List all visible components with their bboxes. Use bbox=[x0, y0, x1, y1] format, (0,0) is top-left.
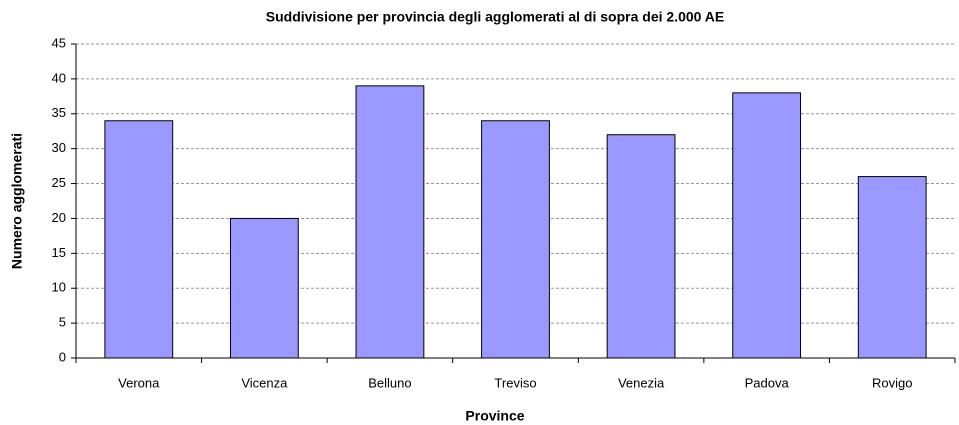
x-tick-label: Treviso bbox=[494, 375, 536, 390]
y-tick-label: 35 bbox=[52, 105, 66, 120]
bar bbox=[229, 217, 299, 359]
y-tick-label: 5 bbox=[59, 315, 66, 330]
x-tick-label: Venezia bbox=[618, 375, 665, 390]
bar bbox=[732, 92, 802, 359]
x-axis-label: Province bbox=[465, 408, 524, 424]
y-tick-label: 40 bbox=[52, 70, 66, 85]
y-tick-label: 45 bbox=[52, 35, 66, 50]
chart-title: Suddivisione per provincia degli agglome… bbox=[266, 9, 725, 25]
y-axis-label: Numero agglomerati bbox=[9, 133, 25, 269]
y-tick-label: 25 bbox=[52, 175, 66, 190]
y-tick-label: 30 bbox=[52, 140, 66, 155]
bar bbox=[857, 176, 927, 359]
x-tick-label: Vicenza bbox=[241, 375, 288, 390]
bar bbox=[606, 134, 676, 359]
bar bbox=[481, 120, 550, 359]
y-tick-label: 20 bbox=[52, 210, 66, 225]
bar bbox=[355, 85, 425, 359]
y-tick-label: 10 bbox=[52, 280, 66, 295]
x-tick-label: Verona bbox=[118, 375, 160, 390]
x-tick-label: Padova bbox=[745, 375, 790, 390]
y-tick-label: 0 bbox=[59, 349, 66, 364]
x-tick-label: Belluno bbox=[368, 375, 411, 390]
bar bbox=[104, 120, 174, 359]
y-tick-label: 15 bbox=[52, 245, 66, 260]
x-tick-label: Rovigo bbox=[872, 375, 912, 390]
